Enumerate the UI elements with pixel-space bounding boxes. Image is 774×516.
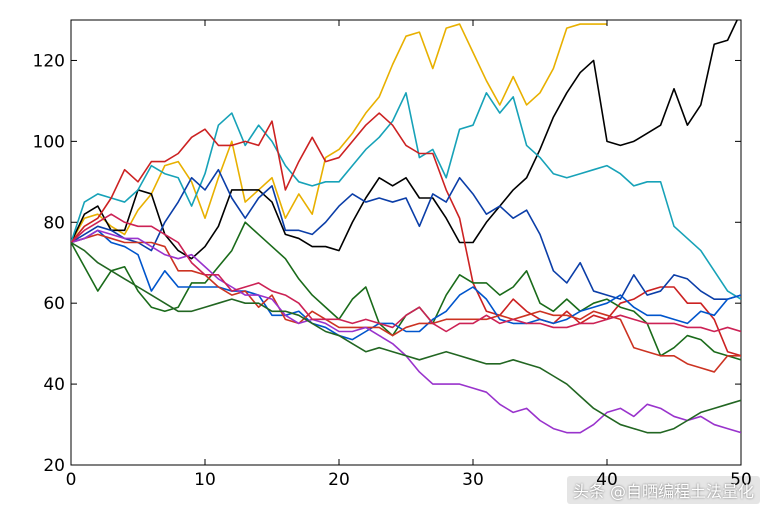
x-tick-label: 0 [66,470,77,490]
series-line-5 [71,168,741,300]
y-tick-label: 120 [33,51,65,71]
series-layer [71,20,741,434]
y-tick-label: 20 [43,456,65,476]
x-tick-label: 30 [462,470,484,490]
x-tick-label: 40 [596,470,618,490]
watermark: 头条 @自晒编程土法量化 [566,476,760,504]
series-line-1 [71,23,607,243]
series-line-7 [71,229,741,341]
series-line-8 [71,233,741,373]
y-tick-label: 60 [43,294,65,314]
axes-layer: 0 10 20 30 40 50 20 40 60 80 100 120 [33,20,752,490]
series-line-3 [71,92,741,300]
x-tick-label: 10 [194,470,216,490]
x-tick-label: 20 [328,470,350,490]
y-tick-label: 40 [43,375,65,395]
y-tick-label: 80 [43,213,65,233]
x-tick-label: 50 [730,470,752,490]
series-line-4 [71,112,741,357]
series-line-10 [71,213,741,333]
series-line-11 [71,241,741,434]
series-line-2 [71,20,739,260]
y-tick-label: 100 [33,132,65,152]
